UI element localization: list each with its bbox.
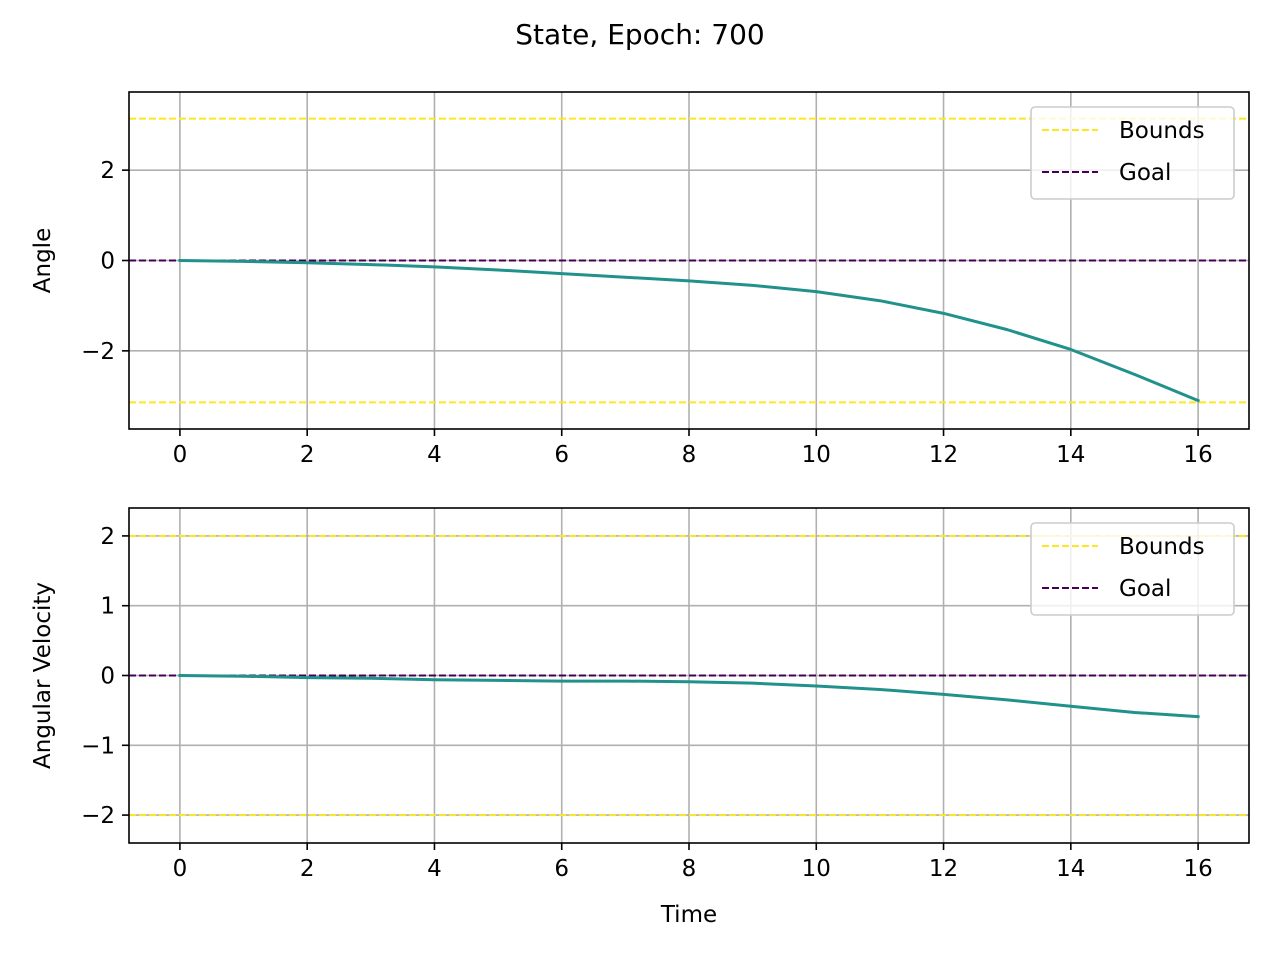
panel-2-y-tick-label-3: 1 [100, 594, 115, 620]
panel-1-y-tick-label-2: 2 [100, 158, 115, 184]
panel-1-y-tick-label-1: 0 [100, 249, 115, 275]
panel-2-y-axis-label: Angular Velocity [30, 582, 56, 769]
panel-2-x-tick-label-1: 2 [300, 856, 315, 882]
panel-2-x-tick-label-3: 6 [554, 856, 569, 882]
panel-1-x-tick-label-0: 0 [173, 442, 188, 468]
panel-1-x-tick-label-2: 4 [427, 442, 442, 468]
panel-1-legend-goal-label: Goal [1119, 160, 1171, 186]
panel-2-series-line-0 [178, 673, 1200, 719]
panel-1-legend-box [1030, 106, 1235, 200]
panel-1-legend: Bounds Goal [1030, 106, 1235, 200]
panel-2-y-tick-label-1: −1 [81, 733, 115, 759]
panel-2-y-tick-label-4: 2 [100, 524, 115, 550]
figure-title: State, Epoch: 700 [515, 18, 764, 51]
panel-1-x-tick-label-8: 16 [1183, 442, 1212, 468]
panel-2-x-tick-label-2: 4 [427, 856, 442, 882]
panel-1-legend-bounds-label: Bounds [1119, 118, 1205, 144]
panel-2-x-axis-label: Time [660, 902, 717, 928]
panel-2-x-tick-label-8: 16 [1183, 856, 1212, 882]
panel-2-legend-bounds-label: Bounds [1119, 534, 1205, 560]
panel-2-legend-goal-label: Goal [1119, 576, 1171, 602]
panel-1-series-line-0 [178, 258, 1201, 403]
panel-2-legend-box [1030, 522, 1235, 616]
panel-2-x-tick-label-6: 12 [929, 856, 958, 882]
panel-2-x-tick-label-5: 10 [802, 856, 831, 882]
panel-1-x-tick-label-7: 14 [1056, 442, 1085, 468]
panel-2-y-tick-label-0: −2 [81, 803, 115, 829]
subplot-1: 0 2 4 6 8 10 12 14 16 −2 0 2 Angle Bounds Goal [30, 91, 1250, 468]
panel-1-x-tick-label-1: 2 [300, 442, 315, 468]
panel-2-legend: Bounds Goal [1030, 522, 1235, 616]
panel-1-y-axis-label: Angle [30, 228, 56, 293]
panel-2-y-tick-label-2: 0 [100, 664, 115, 690]
panel-1-x-tick-label-4: 8 [682, 442, 697, 468]
panel-2-x-tick-label-4: 8 [682, 856, 697, 882]
panel-2-x-tick-label-0: 0 [173, 856, 188, 882]
panel-1-x-tick-label-3: 6 [554, 442, 569, 468]
panel-1-y-tick-label-0: −2 [81, 339, 115, 365]
panel-1-x-tick-label-6: 12 [929, 442, 958, 468]
panel-2-x-tick-label-7: 14 [1056, 856, 1085, 882]
panel-1-x-tick-label-5: 10 [802, 442, 831, 468]
